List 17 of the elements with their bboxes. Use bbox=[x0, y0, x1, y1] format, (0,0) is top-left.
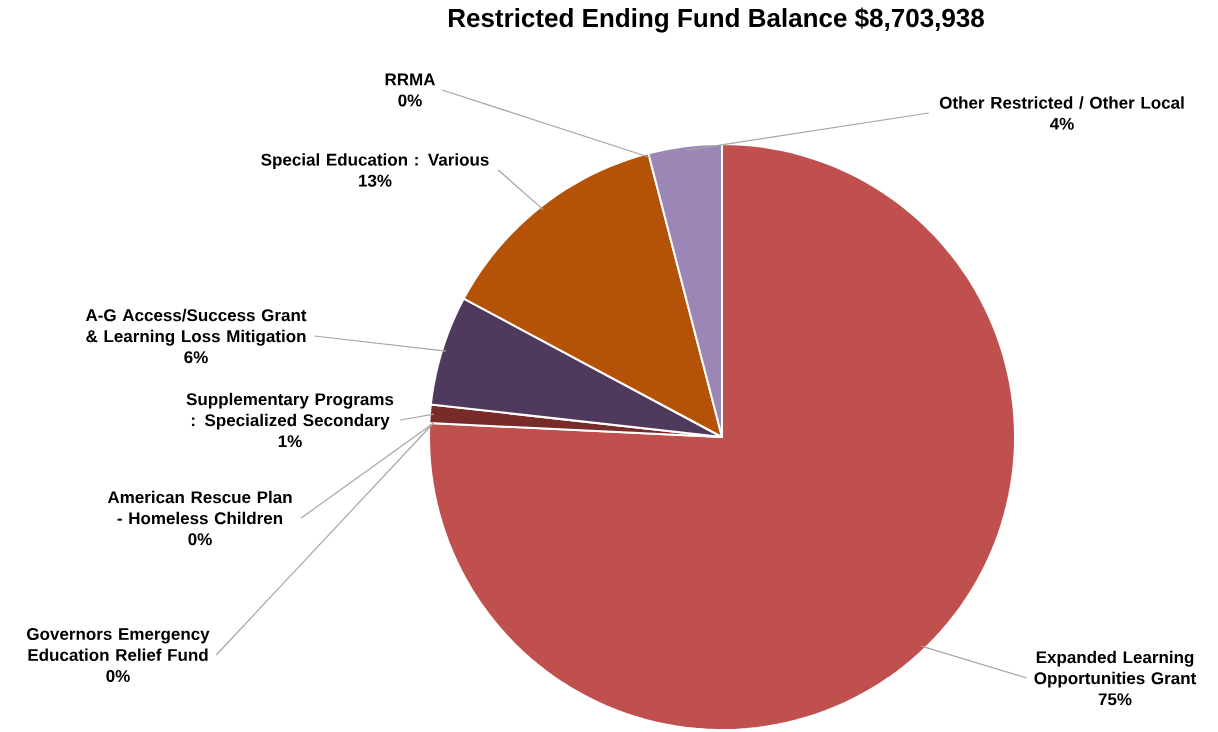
chart-title: Restricted Ending Fund Balance $8,703,938 bbox=[448, 7, 984, 33]
category-label: American Rescue Plan - Homeless Children bbox=[107, 490, 292, 525]
text: 0% bbox=[398, 94, 422, 107]
data-label: 13% bbox=[359, 174, 392, 187]
text: 0% bbox=[106, 669, 130, 683]
category-label: Governors Emergency Education Relief Fund bbox=[27, 627, 210, 662]
data-label: 75% bbox=[1098, 693, 1132, 706]
slice-label: Expanded Learning Opportunities Grant bbox=[1034, 650, 1197, 688]
data-label: 1% bbox=[278, 435, 302, 448]
slice-label: A-G Access/Success Grant & Learning Loss Mitigation bbox=[85, 308, 307, 346]
category-label: RRMA bbox=[385, 73, 436, 86]
slice-label: Special Education : Various bbox=[261, 153, 489, 170]
data-label: 4% bbox=[1049, 117, 1074, 130]
text: 0% bbox=[188, 533, 212, 546]
data-label: 6% bbox=[184, 351, 208, 364]
slice-label: Other Restricted / Other Local bbox=[939, 96, 1184, 109]
slice-label: Supplementary Programs : Specialized Secondary bbox=[186, 392, 394, 430]
